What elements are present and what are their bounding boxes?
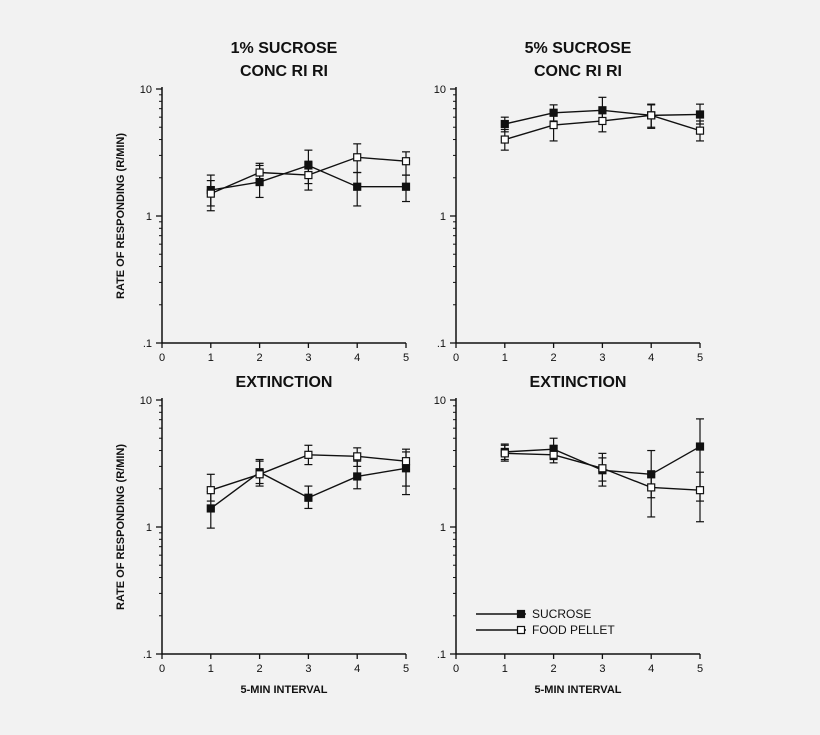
legend-entry: SUCROSE [532,607,591,621]
data-point-open [304,450,313,459]
chart-title-line: EXTINCTION [236,374,333,391]
legend-marker-open [516,625,526,635]
data-point-filled [401,182,411,191]
series-food-pellet [206,444,411,502]
data-point-open [304,170,313,180]
x-tick-label: 1 [502,663,508,675]
data-point-open [206,486,215,495]
y-tick-label: .1 [143,338,152,350]
x-tick-label: 1 [208,352,214,364]
y-tick-label: 10 [140,84,152,96]
chart-title-line: CONC RI RI [534,63,622,80]
y-tick-label: 10 [434,395,446,407]
data-point-open [353,452,362,461]
x-tick-label: 0 [159,663,165,675]
x-tick-label: 0 [453,663,459,675]
x-tick-label: 5 [403,663,409,675]
y-tick-label: 10 [434,84,446,96]
y-tick-label: 1 [146,211,152,223]
y-axis-label: RATE OF RESPONDING (R/MIN) [115,133,127,299]
x-axis-label: 5-MIN INTERVAL [535,684,622,696]
y-tick-label: 1 [440,522,446,534]
data-point-filled [353,182,362,191]
data-point-filled [206,504,215,513]
y-tick-label: .1 [437,338,446,350]
x-tick-label: 5 [697,663,703,675]
series-food-pellet [500,444,705,523]
chart-panel-4: EXTINCTION .1 1 10 0 1 2 3 4 5 5-MIN INTERVAL SUCRO… [434,374,705,696]
data-point-open [695,486,705,495]
data-point-filled [353,472,362,481]
x-tick-label: 5 [697,352,703,364]
x-tick-label: 4 [354,352,360,364]
chart-title-line: CONC RI RI [240,63,328,80]
x-tick-label: 3 [305,663,311,675]
x-tick-label: 1 [502,352,508,364]
data-point-open [500,449,509,458]
x-tick-label: 0 [159,352,165,364]
data-point-filled [500,119,509,129]
data-point-open [647,111,656,120]
x-tick-label: 4 [648,663,654,675]
data-point-open [353,153,362,162]
x-tick-label: 5 [403,352,409,364]
data-point-filled [695,110,705,119]
data-point-open [647,483,656,492]
x-tick-label: 1 [208,663,214,675]
legend-marker-filled [516,609,526,619]
data-point-open [598,464,607,473]
y-tick-label: 1 [146,522,152,534]
y-tick-label: .1 [143,649,152,661]
data-point-open [598,116,607,126]
legend: SUCROSE FOOD PELLET [476,607,615,637]
x-tick-label: 4 [354,663,360,675]
series-food-pellet [206,143,411,212]
data-point-open [500,135,509,144]
data-point-filled [304,493,313,502]
x-tick-label: 2 [257,663,263,675]
x-tick-label: 2 [551,352,557,364]
x-tick-label: 2 [551,663,557,675]
data-point-open [549,120,558,130]
legend-entry: FOOD PELLET [532,623,615,637]
chart-title-line: 1% SUCROSE [231,40,338,57]
chart-panel-3: EXTINCTION .1 1 10 0 1 2 3 4 5 RATE OF RESPONDING … [115,374,411,696]
x-tick-label: 4 [648,352,654,364]
series-food-pellet [500,104,705,151]
chart-title-line: EXTINCTION [530,374,627,391]
x-tick-label: 2 [257,352,263,364]
data-point-open [206,189,215,198]
x-tick-label: 3 [599,352,605,364]
data-point-open [255,470,264,479]
chart-panel-1: 1% SUCROSE CONC RI RI .1 1 10 0 1 2 3 4 5 RATE OF R… [115,40,411,364]
y-tick-label: 10 [140,395,152,407]
y-tick-label: 1 [440,211,446,223]
x-tick-label: 0 [453,352,459,364]
chart-panel-2: 5% SUCROSE CONC RI RI .1 1 10 0 1 2 3 4 5 [434,40,705,364]
data-point-open [695,126,705,135]
data-point-open [401,457,411,466]
data-point-open [549,450,558,459]
x-tick-label: 3 [599,663,605,675]
data-point-open [401,157,411,166]
y-tick-label: .1 [437,649,446,661]
y-axis-label: RATE OF RESPONDING (R/MIN) [115,444,127,610]
x-tick-label: 3 [305,352,311,364]
data-point-open [255,168,264,177]
chart-title-line: 5% SUCROSE [525,40,632,57]
data-point-filled [695,442,705,451]
x-axis-label: 5-MIN INTERVAL [241,684,328,696]
